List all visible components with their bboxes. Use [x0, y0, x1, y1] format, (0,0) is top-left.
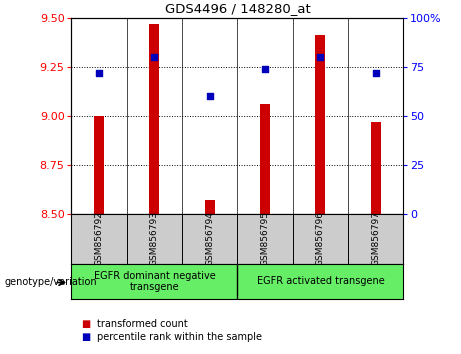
- Bar: [94, 116, 104, 214]
- Text: EGFR dominant negative
transgene: EGFR dominant negative transgene: [94, 270, 215, 292]
- Text: ■: ■: [81, 332, 90, 342]
- Text: GSM856795: GSM856795: [260, 211, 270, 267]
- Point: [151, 54, 158, 60]
- Text: GSM856797: GSM856797: [371, 211, 380, 267]
- Text: EGFR activated transgene: EGFR activated transgene: [256, 276, 384, 286]
- Bar: [205, 200, 215, 214]
- Text: GSM856792: GSM856792: [95, 211, 104, 267]
- Text: GSM856796: GSM856796: [316, 211, 325, 267]
- Point: [317, 54, 324, 60]
- Text: percentile rank within the sample: percentile rank within the sample: [97, 332, 262, 342]
- Text: GSM856794: GSM856794: [205, 211, 214, 267]
- Text: ■: ■: [81, 319, 90, 329]
- Text: genotype/variation: genotype/variation: [5, 278, 97, 287]
- Point: [206, 93, 213, 99]
- Title: GDS4496 / 148280_at: GDS4496 / 148280_at: [165, 2, 310, 15]
- Bar: [149, 24, 160, 214]
- Text: GSM856793: GSM856793: [150, 211, 159, 267]
- Point: [261, 66, 269, 72]
- Text: transformed count: transformed count: [97, 319, 188, 329]
- Bar: [260, 104, 270, 214]
- Bar: [371, 122, 381, 214]
- Point: [372, 70, 379, 75]
- Point: [95, 70, 103, 75]
- Bar: [315, 35, 325, 214]
